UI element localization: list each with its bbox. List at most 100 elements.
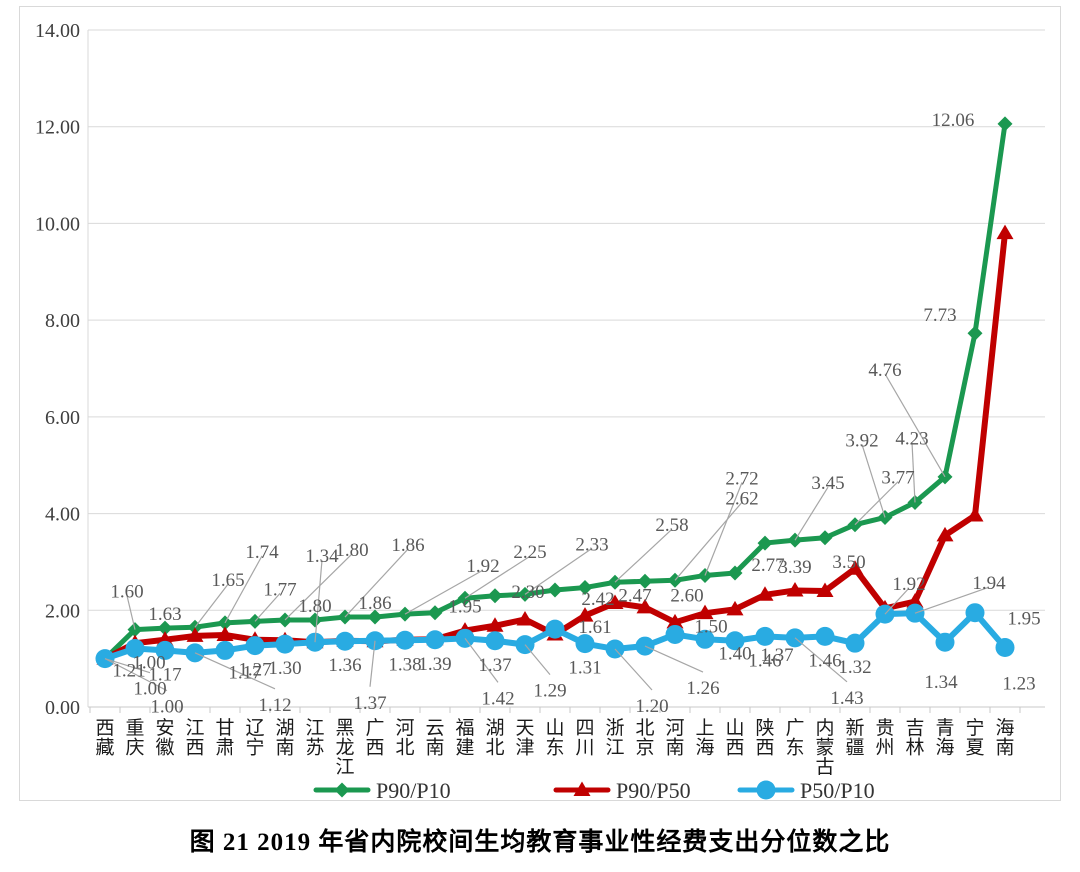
category-label: 河北	[395, 717, 414, 759]
data-label: 1.86	[391, 535, 424, 556]
legend-label: P90/P10	[376, 778, 451, 803]
category-label: 江西	[185, 717, 204, 759]
data-label: 1.27	[238, 660, 271, 681]
category-label: 天津	[515, 718, 534, 759]
data-label: 1.38	[388, 654, 421, 675]
y-tick-label: 0.00	[45, 697, 80, 719]
data-label: 1.60	[110, 582, 143, 603]
figure-caption: 图 21 2019 年省内院校间生均教育事业性经费支出分位数之比	[189, 829, 891, 856]
legend-label: P90/P50	[616, 778, 691, 803]
data-label: 3.45	[811, 473, 844, 494]
category-label: 西藏	[95, 718, 114, 759]
category-label: 甘肃	[215, 717, 234, 759]
data-label: 3.50	[832, 552, 865, 573]
category-label: 湖北	[485, 717, 504, 759]
category-label: 上海	[695, 717, 714, 759]
data-label: 4.23	[895, 428, 928, 449]
data-label: 1.95	[1007, 609, 1040, 630]
chart-border	[19, 6, 1061, 801]
data-label: 1.74	[245, 542, 279, 563]
category-label: 山西	[725, 717, 744, 759]
y-tick-label: 2.00	[45, 600, 80, 622]
series-markers-p50-p10	[95, 603, 1015, 669]
category-label: 江苏	[305, 717, 324, 759]
data-label: 1.00	[132, 653, 165, 674]
data-label: 1.17	[148, 664, 181, 685]
data-label: 2.58	[655, 515, 688, 536]
data-label: 1.34	[305, 546, 339, 567]
x-axis-ticks	[89, 707, 1021, 713]
data-label: 1.20	[635, 696, 668, 717]
category-label: 四川	[575, 718, 594, 759]
data-label: 1.37	[478, 655, 511, 676]
category-label: 宁夏	[965, 717, 984, 759]
data-label: 1.31	[568, 658, 601, 679]
y-tick-label: 12.00	[35, 117, 80, 139]
data-label: 2.72	[725, 468, 758, 489]
category-label: 北京	[635, 717, 654, 759]
data-label: 2.33	[575, 534, 608, 555]
category-label: 陕西	[755, 717, 774, 759]
data-label: 1.65	[211, 570, 244, 591]
category-label: 黑龙江	[335, 718, 354, 778]
data-label: 1.32	[838, 657, 871, 678]
category-label: 福建	[455, 717, 474, 759]
category-label: 贵州	[875, 717, 894, 759]
data-label: 1.46	[808, 650, 841, 671]
data-label: 1.80	[335, 540, 368, 561]
category-label: 吉林	[905, 717, 924, 759]
category-label: 广西	[365, 717, 384, 759]
data-label: 3.39	[778, 557, 811, 578]
label-leader-lines	[104, 373, 990, 692]
data-label: 1.23	[1002, 674, 1035, 695]
legend-item-p50-p10: P50/P10	[737, 778, 875, 803]
data-label: 1.30	[268, 658, 301, 679]
y-tick-label: 8.00	[45, 310, 80, 332]
category-label: 辽宁	[245, 717, 264, 759]
data-label: 1.37	[353, 693, 386, 714]
y-tick-label: 4.00	[45, 504, 80, 526]
data-label: 1.36	[328, 655, 361, 676]
category-label: 重庆	[125, 717, 144, 759]
legend-item-p90-p50: P90/P50	[553, 778, 691, 803]
data-label: 1.17	[228, 662, 261, 683]
data-label: 1.39	[418, 654, 451, 675]
data-label: 1.40	[718, 643, 751, 664]
x-axis-category-labels: 西藏重庆安徽江西甘肃辽宁湖南江苏黑龙江广西河北云南福建湖北天津山东四川浙江北京河…	[95, 717, 1014, 778]
data-label: 1.95	[448, 597, 481, 618]
data-label: 1.00	[150, 697, 183, 718]
category-label: 新疆	[845, 717, 864, 759]
legend-label: P50/P10	[800, 778, 875, 803]
data-label: 1.50	[694, 616, 727, 637]
data-label: 2.62	[725, 488, 758, 509]
data-label: 1.61	[578, 617, 611, 638]
data-label: 2.30	[511, 582, 544, 603]
data-label: 12.06	[932, 110, 975, 131]
data-label: 1.92	[466, 556, 499, 577]
data-label: 1.26	[686, 678, 719, 699]
data-label: 1.37	[760, 645, 793, 666]
chart-canvas: 0.00 2.00 4.00 6.00 8.00 10.00 12.00 14.00 西藏重庆安…	[19, 6, 1061, 803]
category-label: 青海	[935, 717, 954, 759]
data-label: 3.77	[881, 468, 914, 489]
data-label: 1.86	[358, 593, 391, 614]
category-label: 云南	[425, 718, 444, 759]
data-label: 1.94	[972, 573, 1006, 594]
y-axis-tick-labels: 0.00 2.00 4.00 6.00 8.00 10.00 12.00 14.00	[35, 20, 80, 719]
category-label: 海南	[995, 717, 1014, 759]
data-label: 2.25	[513, 542, 546, 563]
data-label: 1.43	[830, 688, 863, 709]
data-label: 1.80	[298, 596, 331, 617]
category-label: 内蒙古	[815, 717, 834, 778]
category-label: 湖南	[275, 717, 294, 759]
category-label: 河南	[665, 717, 684, 759]
category-label: 安徽	[155, 717, 174, 759]
data-label: 1.21	[112, 660, 145, 681]
data-label: 1.29	[533, 681, 566, 702]
data-label: 3.92	[845, 430, 878, 451]
category-label: 广东	[785, 717, 804, 759]
data-label: 1.00	[133, 679, 166, 700]
category-label: 山东	[545, 717, 564, 759]
data-label: 1.34	[924, 672, 958, 693]
